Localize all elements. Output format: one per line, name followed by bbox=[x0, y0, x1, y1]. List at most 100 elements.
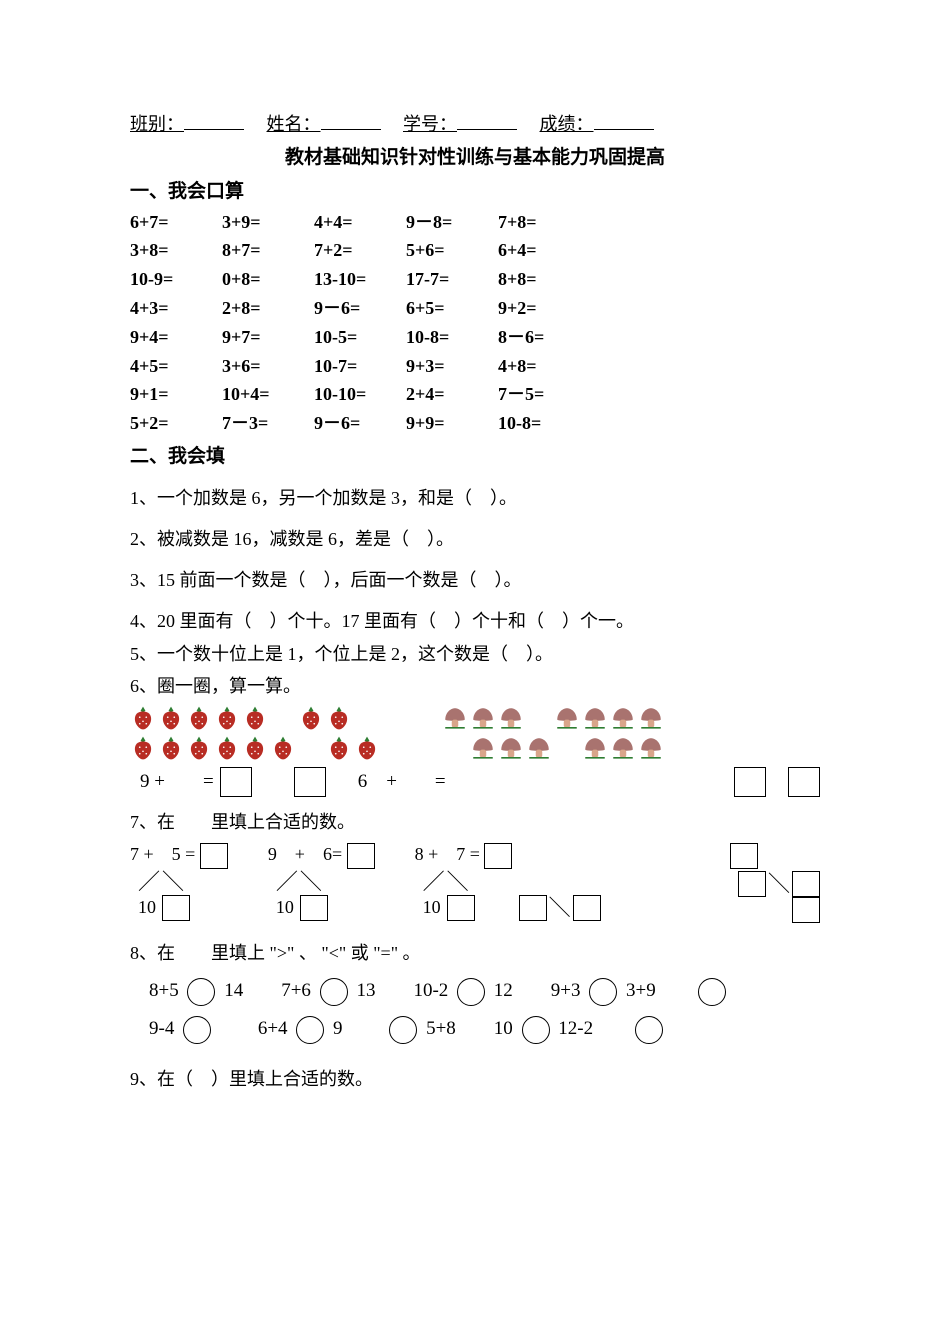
answer-box[interactable] bbox=[484, 843, 512, 869]
strawberry-icon bbox=[270, 735, 296, 761]
q7-items: 7 + 5 = ／＼ 10 9 + 6= ／＼ 10 8 + 7 = ／＼ 10… bbox=[130, 840, 820, 923]
mushroom-icon bbox=[582, 705, 608, 731]
arith-cell: 4+3= bbox=[130, 294, 222, 323]
q1: 1、一个加数是 6，另一个加数是 3，和是（ ）。 bbox=[130, 484, 820, 513]
header-fields: 班别： 姓名： 学号： 成绩： bbox=[130, 110, 820, 139]
q7-title: 7、在 里填上合适的数。 bbox=[130, 808, 820, 837]
answer-box[interactable] bbox=[792, 871, 820, 897]
arith-cell: 10-8= bbox=[406, 323, 498, 352]
answer-box[interactable] bbox=[300, 895, 328, 921]
answer-box[interactable] bbox=[162, 895, 190, 921]
arith-cell: 10-10= bbox=[314, 380, 406, 409]
score-label: 成绩： bbox=[540, 114, 594, 134]
answer-box[interactable] bbox=[573, 895, 601, 921]
arith-cell: 0+8= bbox=[222, 265, 314, 294]
arith-cell: 7+2= bbox=[314, 236, 406, 265]
strawberry-icon bbox=[158, 705, 184, 731]
q4: 4、20 里面有（ ）个十。17 里面有（ ）个十和（ ）个一。 bbox=[130, 607, 820, 636]
arith-cell: 2+4= bbox=[406, 380, 498, 409]
q8-row2: 9-4 6+4 9 5+8 10 12-2 bbox=[130, 1014, 820, 1044]
arith-cell: 6+5= bbox=[406, 294, 498, 323]
arith-cell: 8－6= bbox=[498, 323, 590, 352]
q8-title: 8、在 里填上 ">" 、 "<" 或 "=" 。 bbox=[130, 939, 820, 968]
mushroom-icon bbox=[638, 705, 664, 731]
answer-box[interactable] bbox=[734, 767, 766, 797]
compare-circle[interactable] bbox=[183, 1016, 211, 1044]
q7-item: 7 + 5 = ／＼ 10 bbox=[130, 840, 228, 923]
arith-cell: 4+5= bbox=[130, 352, 222, 381]
compare-circle[interactable] bbox=[389, 1016, 417, 1044]
arith-cell: 4+8= bbox=[498, 352, 590, 381]
arith-cell: 7+8= bbox=[498, 208, 590, 237]
arith-cell: 9+9= bbox=[406, 409, 498, 438]
answer-box[interactable] bbox=[738, 871, 766, 897]
strawberry-icon bbox=[242, 705, 268, 731]
compare-circle[interactable] bbox=[522, 1016, 550, 1044]
compare-circle[interactable] bbox=[635, 1016, 663, 1044]
arith-cell: 9+2= bbox=[498, 294, 590, 323]
answer-box[interactable] bbox=[730, 843, 758, 869]
compare-circle[interactable] bbox=[457, 978, 485, 1006]
answer-box[interactable] bbox=[519, 895, 547, 921]
sec2-title: 二、我会填 bbox=[130, 442, 820, 472]
answer-box[interactable] bbox=[788, 767, 820, 797]
arith-cell: 10+4= bbox=[222, 380, 314, 409]
arith-cell: 5+2= bbox=[130, 409, 222, 438]
strawberry-icon bbox=[214, 705, 240, 731]
arith-cell: 9+7= bbox=[222, 323, 314, 352]
mushroom-icon bbox=[470, 735, 496, 761]
arith-cell: 9－6= bbox=[314, 294, 406, 323]
q8-row1: 8+5 14 7+6 13 10-2 12 9+3 3+9 bbox=[130, 976, 820, 1006]
answer-box[interactable] bbox=[200, 843, 228, 869]
strawberry-icon bbox=[186, 705, 212, 731]
mushroom-icon bbox=[582, 735, 608, 761]
arith-cell: 3+6= bbox=[222, 352, 314, 381]
strawberry-icon bbox=[298, 705, 324, 731]
name-label: 姓名： bbox=[267, 114, 321, 134]
arith-table: 6+7=3+9=4+4=9－8=7+8=3+8=8+7=7+2=5+6=6+4=… bbox=[130, 208, 820, 438]
arith-cell: 9+4= bbox=[130, 323, 222, 352]
strawberry-icon bbox=[186, 735, 212, 761]
mushroom-icon bbox=[610, 735, 636, 761]
q7-item: 8 + 7 = ／＼ 10 ＼ bbox=[415, 840, 601, 923]
compare-circle[interactable] bbox=[698, 978, 726, 1006]
arith-cell: 10-5= bbox=[314, 323, 406, 352]
arith-cell: 6+7= bbox=[130, 208, 222, 237]
strawberry-icon bbox=[354, 735, 380, 761]
strawberry-icon bbox=[130, 705, 156, 731]
strawberry-icon bbox=[214, 735, 240, 761]
mushroom-icon bbox=[610, 705, 636, 731]
compare-circle[interactable] bbox=[296, 1016, 324, 1044]
doc-title: 教材基础知识针对性训练与基本能力巩固提高 bbox=[130, 143, 820, 173]
arith-cell: 10-9= bbox=[130, 265, 222, 294]
compare-circle[interactable] bbox=[320, 978, 348, 1006]
q6-eq1-lhs: 9 + = bbox=[140, 767, 214, 797]
strawberry-icon bbox=[242, 735, 268, 761]
arith-cell: 7－3= bbox=[222, 409, 314, 438]
compare-circle[interactable] bbox=[187, 978, 215, 1006]
answer-box[interactable] bbox=[792, 897, 820, 923]
answer-box[interactable] bbox=[294, 767, 326, 797]
q6-eq2-lhs: 6 + = bbox=[358, 767, 446, 797]
arith-cell: 9－6= bbox=[314, 409, 406, 438]
arith-cell: 9+1= bbox=[130, 380, 222, 409]
q3: 3、15 前面一个数是（ ），后面一个数是（ ）。 bbox=[130, 566, 820, 595]
arith-cell: 10-8= bbox=[498, 409, 590, 438]
arith-cell: 13-10= bbox=[314, 265, 406, 294]
answer-box[interactable] bbox=[447, 895, 475, 921]
mushroom-icon bbox=[526, 735, 552, 761]
mushroom-icon bbox=[498, 705, 524, 731]
compare-circle[interactable] bbox=[589, 978, 617, 1006]
sec1-title: 一、我会口算 bbox=[130, 177, 820, 207]
answer-box[interactable] bbox=[347, 843, 375, 869]
mushroom-icon bbox=[498, 735, 524, 761]
class-label: 班别： bbox=[130, 114, 184, 134]
arith-cell: 6+4= bbox=[498, 236, 590, 265]
q6-equations: 9 + = 6 + = bbox=[130, 767, 820, 797]
q7-item: 9 + 6= ／＼ 10 bbox=[268, 840, 375, 923]
mushroom-icon bbox=[638, 735, 664, 761]
arith-cell: 8+7= bbox=[222, 236, 314, 265]
strawberry-icon bbox=[130, 735, 156, 761]
mushroom-icon bbox=[470, 705, 496, 731]
answer-box[interactable] bbox=[220, 767, 252, 797]
